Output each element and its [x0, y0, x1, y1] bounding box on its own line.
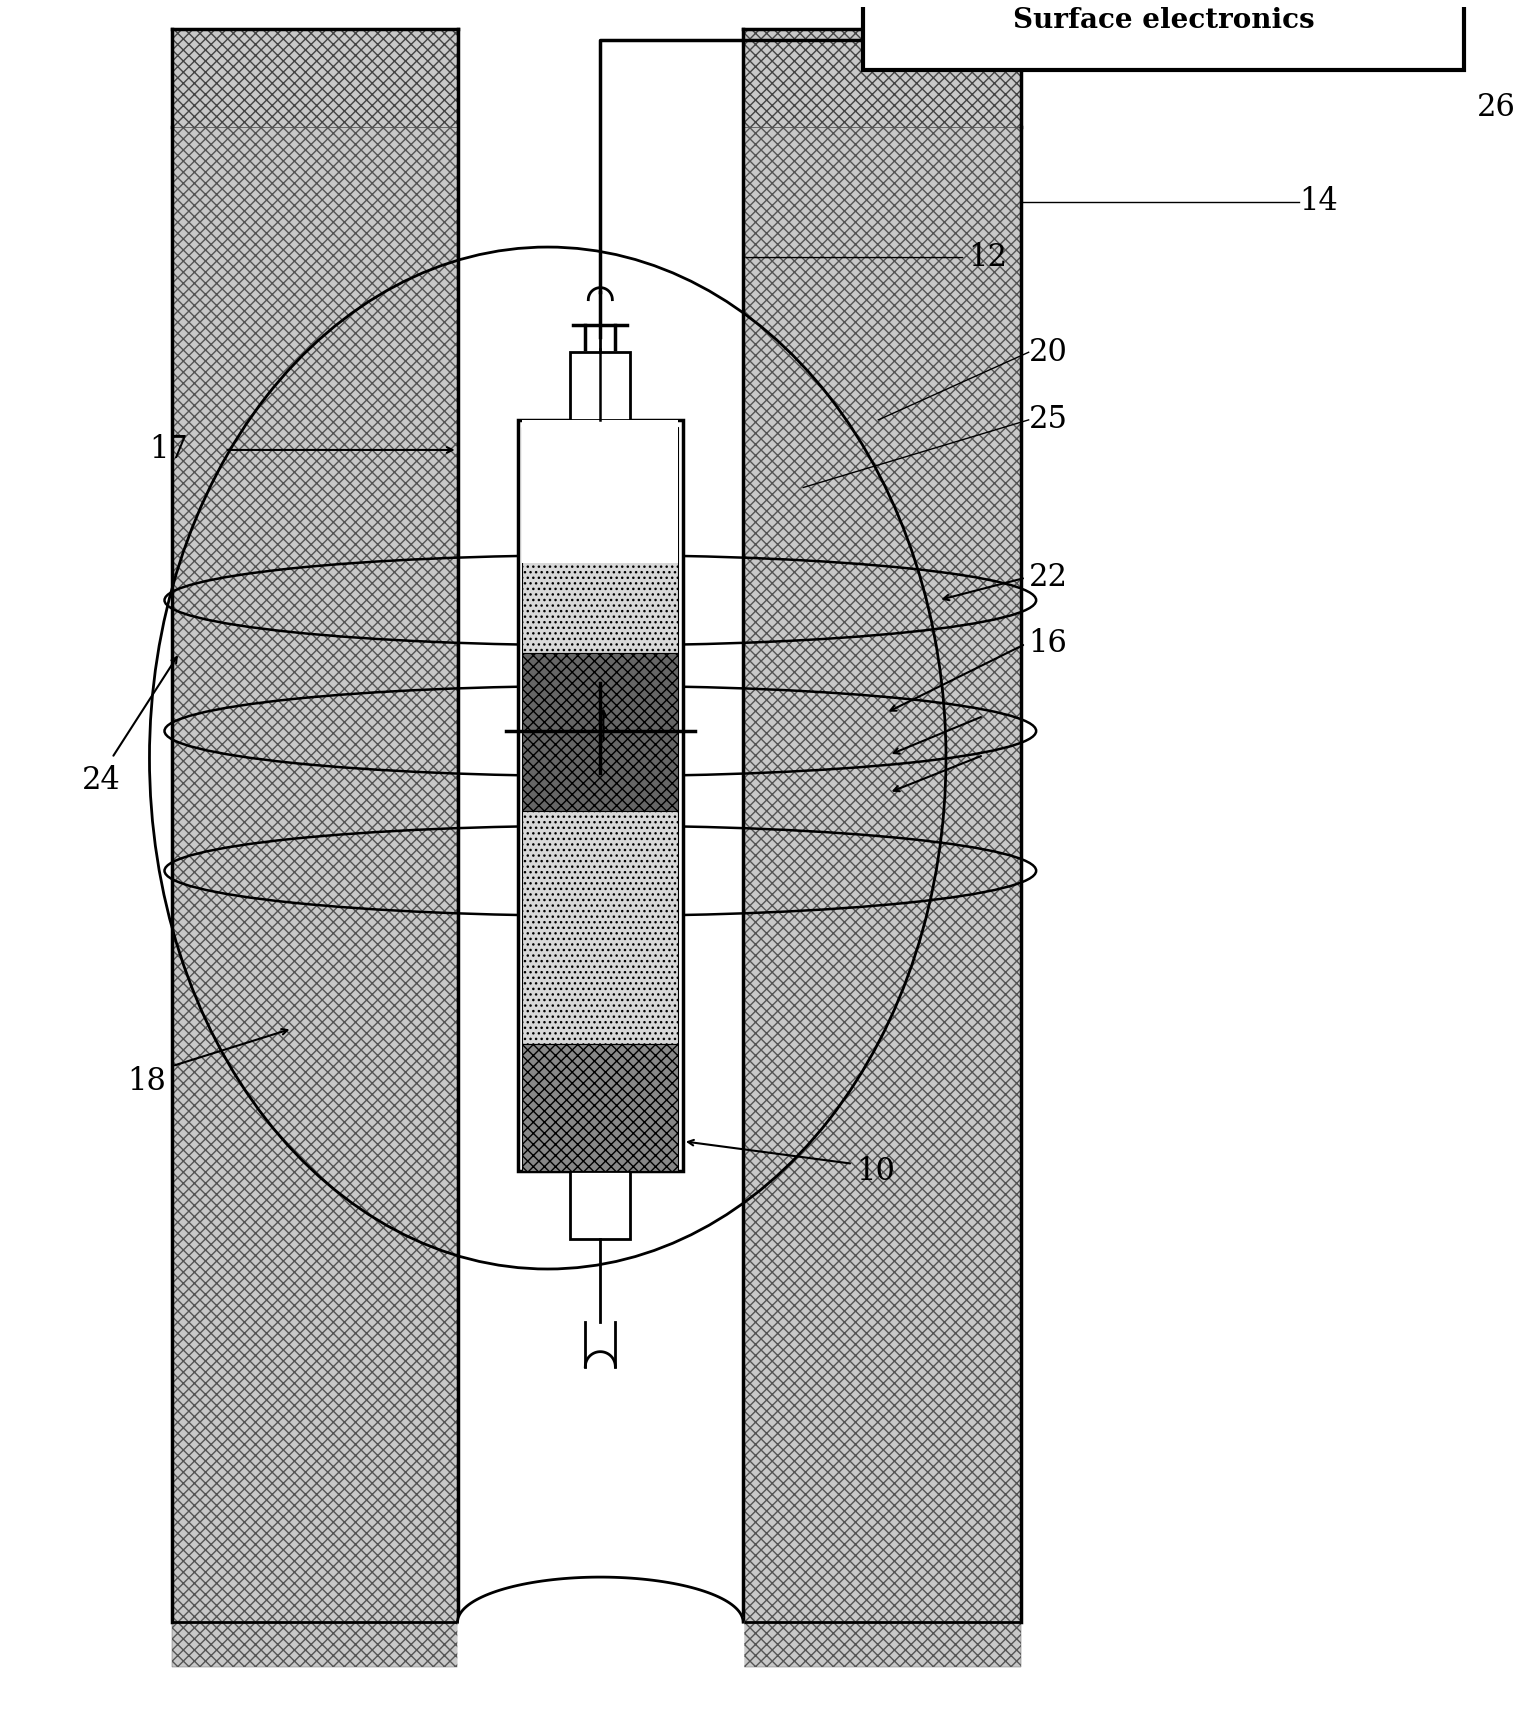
Text: 10: 10 [855, 1155, 895, 1186]
Text: 18: 18 [126, 1066, 166, 1097]
Text: 25: 25 [1029, 405, 1067, 436]
Bar [522, 1044, 679, 1171]
Bar [571, 1171, 630, 1239]
Bar [743, 126, 1021, 1668]
Bar [458, 29, 743, 1668]
Bar [743, 29, 1021, 126]
Bar [571, 352, 630, 420]
Bar [522, 427, 679, 562]
Text: 14: 14 [1300, 186, 1338, 217]
Text: 12: 12 [968, 243, 1008, 273]
Text: 24: 24 [82, 766, 120, 796]
Bar [172, 126, 458, 1668]
Text: Surface electronics: Surface electronics [1014, 7, 1315, 34]
Bar [863, 0, 1464, 70]
Text: 17: 17 [149, 434, 189, 465]
Text: 26: 26 [1476, 92, 1516, 123]
Bar [522, 810, 679, 1044]
Text: 22: 22 [1029, 562, 1067, 593]
Bar [522, 427, 679, 653]
Text: 20: 20 [1029, 337, 1067, 367]
Bar [522, 420, 679, 427]
Bar [522, 653, 679, 810]
Text: 16: 16 [1029, 629, 1067, 660]
Bar [517, 420, 683, 1171]
Bar [172, 29, 458, 126]
